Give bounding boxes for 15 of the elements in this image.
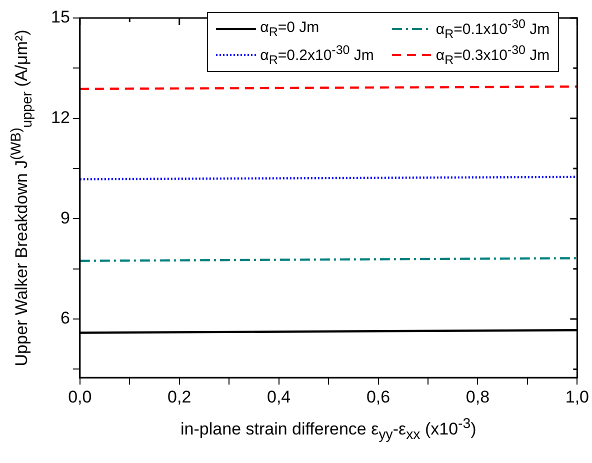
legend-label: α$_{R}$=0 Jm <box>260 19 320 39</box>
y-tick-label: 12 <box>50 108 70 128</box>
x-tick-label: 0,2 <box>168 387 192 406</box>
legend-label: α$_{R}$=0.2x10$^{-30}$ Jm <box>260 43 374 67</box>
y-tick-label: 6 <box>60 308 70 328</box>
y-tick-label: 15 <box>50 8 70 27</box>
x-tick-label: 0,8 <box>466 387 490 406</box>
x-tick-label: 1,0 <box>565 387 590 406</box>
x-axis-title: in-plane strain difference ε$_{yy}$-ε$_{xx}$ (x10$^{-3}$) <box>180 416 476 443</box>
y-tick-label: 9 <box>60 208 70 228</box>
x-tick-label: 0,6 <box>366 387 390 406</box>
legend-label: α$_{R}$=0.1x10$^{-30}$ Jm <box>436 17 550 41</box>
x-tick-label: 0,0 <box>68 387 92 406</box>
legend-label: α$_{R}$=0.3x10$^{-30}$ Jm <box>436 43 550 67</box>
x-tick-label: 0,4 <box>267 387 291 406</box>
